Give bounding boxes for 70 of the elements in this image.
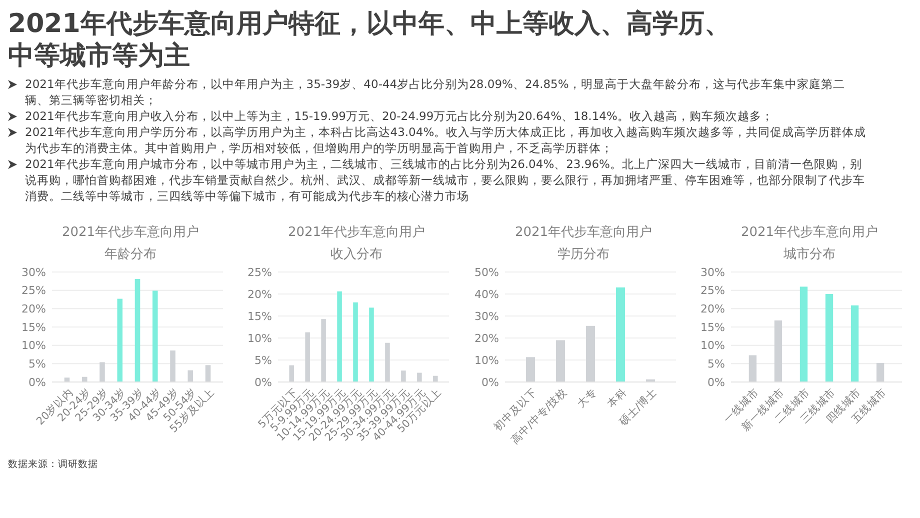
y-tick-label: 25% — [22, 284, 46, 298]
y-tick-label: 40% — [474, 288, 499, 301]
bar — [321, 319, 326, 382]
y-tick-label: 5% — [708, 358, 725, 371]
text: 2021年代步车意向用户城市分布，以中等城市用户为主，二线城市、三线城市的占比分别为26.04%、23.96%。北上广深四大一线城市，目前清一色限购，别说再购，哪怕首购都困难，代步车销量贡献自然少。杭州、武汉、成都等新一线城市，要么限购，要么限行，再加拥堵严重、停车困难等，也部分限制了代步车消费。二线等中等城市，三四线等中等偏下城市，有可能成为代步车的核心潜力市场 — [25, 156, 866, 204]
y-tick-label: 20% — [474, 332, 499, 345]
chart-subtitle: 城市分布 — [782, 247, 836, 262]
y-tick-label: 5% — [254, 354, 272, 367]
bar — [556, 340, 565, 382]
y-tick-label: 0% — [254, 376, 272, 389]
y-tick-label: 25% — [248, 266, 272, 279]
bar — [170, 350, 176, 382]
bar — [369, 308, 374, 382]
x-tick-label: 本科 — [604, 386, 629, 410]
y-tick-label: 20% — [22, 302, 46, 316]
bar — [188, 370, 194, 382]
bar — [152, 290, 158, 382]
bar — [586, 326, 595, 382]
chart-title: 2021年代步车意向用户 — [740, 225, 878, 240]
y-tick-label: 15% — [248, 310, 272, 323]
y-tick-label: 30% — [22, 266, 46, 279]
chart-title: 2021年代步车意向用户 — [288, 225, 426, 240]
bar — [82, 376, 88, 382]
bar — [385, 342, 390, 382]
bar — [616, 287, 625, 382]
y-tick-label: 10% — [248, 332, 272, 345]
x-tick-label: 大专 — [574, 386, 599, 410]
bar — [774, 320, 782, 382]
y-tick-label: 25% — [700, 284, 725, 298]
chart-title: 2021年代步车意向用户 — [514, 225, 652, 240]
bar — [748, 355, 757, 382]
text: 2021年代步车意向用户特征，以中年、中上等收入、高学历、中等城市等为主 — [8, 8, 732, 72]
y-tick-label: 5% — [28, 358, 46, 371]
bar — [417, 372, 422, 382]
bar — [134, 278, 140, 382]
bar — [100, 362, 105, 382]
bar — [290, 365, 294, 382]
bar — [876, 362, 884, 382]
source-note: 数据来源：调研数据 — [8, 458, 99, 471]
y-tick-label: 15% — [22, 320, 46, 334]
bar — [337, 291, 342, 382]
y-tick-label: 10% — [474, 354, 499, 367]
y-tick-label: 0% — [481, 376, 499, 389]
text: 2021年代步车意向用户年龄分布，以中年用户为主，35-39岁、40-44岁占比分别为28.09%、24.85%，明显高于大盘年龄分布，这与代步车集中家庭第二辆、第三辆等密切相关； — [25, 76, 846, 108]
bar — [205, 365, 211, 382]
bar — [433, 376, 438, 382]
chart-subtitle: 学历分布 — [557, 247, 610, 262]
y-tick-label: 10% — [700, 339, 725, 352]
bar — [305, 332, 310, 382]
y-tick-label: 30% — [474, 310, 499, 323]
bar — [825, 294, 834, 382]
text: 2021年代步车意向用户学历分布，以高学历用户为主，本科占比高达43.04%。收入与学历大体成正比，再加收入越高购车频次越多等，共同促成高学历群体成为代步车的消费主体。其中首购用户，学历相对较低，但增购用户的学历明显高于首购用户，不乏高学历群体； — [25, 124, 868, 156]
y-tick-label: 0% — [28, 376, 46, 389]
bar — [850, 305, 859, 382]
bar — [117, 298, 123, 382]
y-tick-label: 20% — [248, 288, 272, 301]
chart-title: 2021年代步车意向用户 — [62, 225, 200, 240]
chart-subtitle: 收入分布 — [330, 247, 383, 262]
chart-subtitle: 年龄分布 — [104, 247, 156, 262]
bar — [353, 302, 358, 382]
y-tick-label: 10% — [22, 339, 46, 352]
y-tick-label: 30% — [700, 266, 725, 279]
bar — [526, 357, 535, 382]
bar — [800, 286, 808, 382]
y-tick-label: 20% — [700, 302, 725, 316]
y-tick-label: 15% — [700, 320, 725, 334]
bar — [401, 370, 406, 382]
text: 2021年代步车意向用户收入分布，以中上等为主，15-19.99万元、20-24.99万元占比分别为20.64%、18.14%。收入越高，购车频次越多； — [25, 108, 774, 124]
y-tick-label: 50% — [474, 266, 499, 279]
y-tick-label: 0% — [708, 376, 725, 389]
